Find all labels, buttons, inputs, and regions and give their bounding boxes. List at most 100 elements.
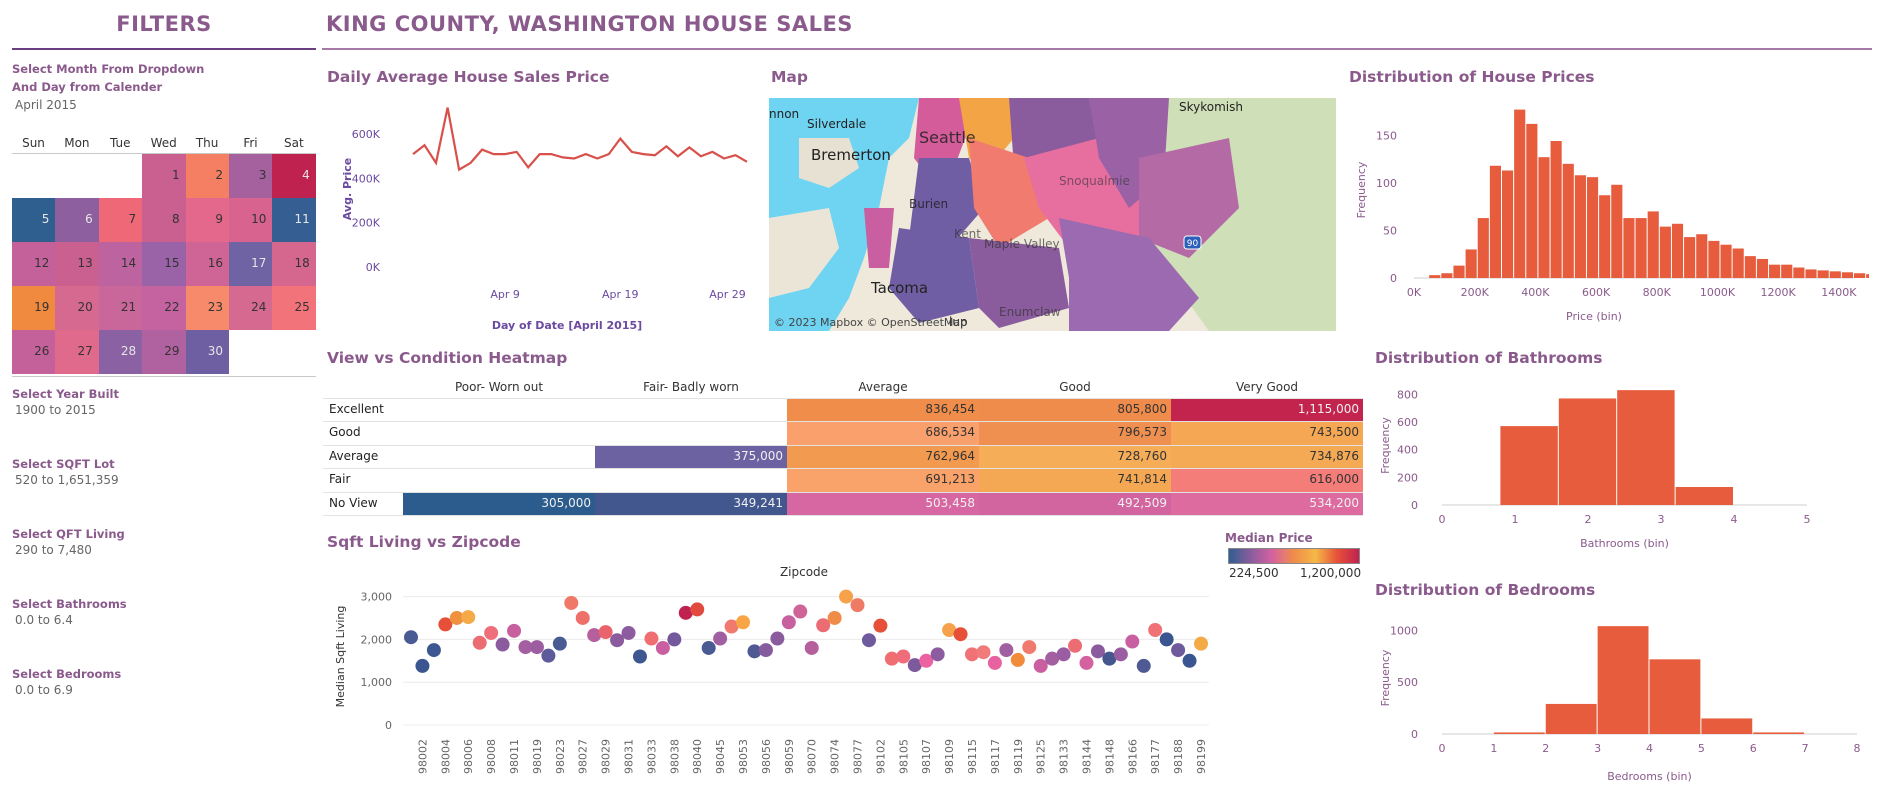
zip-point-98055[interactable] bbox=[747, 644, 762, 659]
zip-point-98074[interactable] bbox=[827, 610, 842, 625]
calendar-day-10[interactable]: 10 bbox=[229, 198, 273, 242]
zip-point-98023[interactable] bbox=[552, 636, 567, 651]
zip-point-98102[interactable] bbox=[873, 618, 888, 633]
zip-point-98146[interactable] bbox=[1090, 644, 1105, 659]
zip-point-98002[interactable] bbox=[415, 658, 430, 673]
zip-point-98168[interactable] bbox=[1136, 658, 1151, 673]
zip-point-98125[interactable] bbox=[1033, 658, 1048, 673]
zip-point-98075[interactable] bbox=[839, 589, 854, 604]
heatmap-cell[interactable]: 691,213 bbox=[787, 468, 979, 492]
calendar-day-7[interactable]: 7 bbox=[98, 198, 143, 242]
bedrooms-value[interactable]: 0.0 to 6.9 bbox=[15, 683, 73, 697]
zip-point-98065[interactable] bbox=[793, 604, 808, 619]
king-county-map[interactable]: Skykomish Silverdale Bremerton Seattle B… bbox=[769, 98, 1336, 331]
zip-point-98010[interactable] bbox=[495, 637, 510, 652]
zip-point-98056[interactable] bbox=[758, 643, 773, 658]
calendar-day-3[interactable]: 3 bbox=[229, 154, 273, 198]
zip-point-98019[interactable] bbox=[529, 640, 544, 655]
calendar-day-19[interactable]: 19 bbox=[12, 286, 56, 330]
calendar-day-1[interactable]: 1 bbox=[142, 154, 186, 198]
zip-point-98122[interactable] bbox=[1022, 640, 1037, 655]
zip-point-98033[interactable] bbox=[644, 631, 659, 646]
zip-point-98003[interactable] bbox=[426, 643, 441, 658]
zip-point-98011[interactable] bbox=[507, 623, 522, 638]
bedrooms-filter[interactable]: Select Bedrooms 0.0 to 6.9 bbox=[12, 665, 121, 697]
calendar-day-15[interactable]: 15 bbox=[142, 242, 186, 286]
zip-point-98119[interactable] bbox=[1010, 652, 1025, 667]
zip-point-98053[interactable] bbox=[736, 615, 751, 630]
zip-point-98006[interactable] bbox=[461, 610, 476, 625]
heatmap-cell[interactable]: 805,800 bbox=[979, 398, 1171, 422]
zip-point-98042[interactable] bbox=[701, 640, 716, 655]
zip-point-98106[interactable] bbox=[907, 658, 922, 673]
zip-point-98040[interactable] bbox=[690, 602, 705, 617]
zip-point-98045[interactable] bbox=[713, 631, 728, 646]
heatmap-cell[interactable]: 534,200 bbox=[1171, 491, 1363, 515]
calendar-day-11[interactable]: 11 bbox=[272, 198, 316, 242]
zip-point-98024[interactable] bbox=[564, 595, 579, 610]
zip-point-98178[interactable] bbox=[1159, 632, 1174, 647]
zip-point-98115[interactable] bbox=[965, 647, 980, 662]
calendar-day-5[interactable]: 5 bbox=[12, 198, 56, 242]
zip-point-98070[interactable] bbox=[804, 640, 819, 655]
bathrooms-value[interactable]: 0.0 to 6.4 bbox=[15, 613, 73, 627]
calendar-day-27[interactable]: 27 bbox=[55, 330, 99, 374]
zip-point-98133[interactable] bbox=[1056, 647, 1071, 662]
zip-point-98031[interactable] bbox=[621, 625, 636, 640]
zip-point-98116[interactable] bbox=[976, 645, 991, 660]
calendar-day-28[interactable]: 28 bbox=[98, 330, 143, 374]
heatmap-cell[interactable]: 728,760 bbox=[979, 444, 1171, 469]
zip-point-98027[interactable] bbox=[575, 610, 590, 625]
heatmap-cell[interactable]: 734,876 bbox=[1171, 444, 1363, 469]
calendar-day-22[interactable]: 22 bbox=[142, 286, 186, 330]
zip-point-98117[interactable] bbox=[987, 655, 1002, 670]
heatmap-cell[interactable]: 503,458 bbox=[787, 491, 979, 515]
zip-point-98199[interactable] bbox=[1194, 636, 1208, 651]
calendar-day-20[interactable]: 20 bbox=[55, 286, 99, 330]
zip-point-98136[interactable] bbox=[1068, 638, 1083, 653]
zip-point-98028[interactable] bbox=[587, 628, 602, 643]
heatmap-cell[interactable]: 1,115,000 bbox=[1171, 398, 1363, 422]
zip-point-98005[interactable] bbox=[449, 610, 464, 625]
calendar-day-16[interactable]: 16 bbox=[185, 242, 229, 286]
heatmap-cell[interactable]: 492,509 bbox=[979, 491, 1171, 515]
heatmap-cell[interactable]: 305,000 bbox=[403, 491, 595, 515]
zip-point-98077[interactable] bbox=[850, 598, 865, 613]
heatmap-cell[interactable]: 686,534 bbox=[787, 421, 979, 445]
zip-point-98107[interactable] bbox=[919, 653, 934, 668]
calendar-day-24[interactable]: 24 bbox=[229, 286, 273, 330]
bathrooms-filter[interactable]: Select Bathrooms 0.0 to 6.4 bbox=[12, 595, 127, 627]
calendar-day-26[interactable]: 26 bbox=[12, 330, 56, 374]
zip-point-98038[interactable] bbox=[667, 632, 682, 647]
calendar-day-14[interactable]: 14 bbox=[98, 242, 143, 286]
heatmap-cell[interactable]: 741,814 bbox=[979, 468, 1171, 492]
zip-point-98030[interactable] bbox=[610, 633, 625, 648]
zip-point-98022[interactable] bbox=[541, 648, 556, 663]
heatmap-cell[interactable]: 796,573 bbox=[979, 421, 1171, 445]
calendar-day-18[interactable]: 18 bbox=[272, 242, 316, 286]
zip-point-98188[interactable] bbox=[1171, 643, 1186, 658]
calendar-day-25[interactable]: 25 bbox=[272, 286, 316, 330]
heatmap-cell[interactable]: 743,500 bbox=[1171, 421, 1363, 445]
zip-point-98108[interactable] bbox=[930, 647, 945, 662]
zip-point-98109[interactable] bbox=[942, 622, 957, 637]
year-built-filter[interactable]: Select Year Built 1900 to 2015 bbox=[12, 385, 119, 417]
zip-point-98105[interactable] bbox=[896, 649, 911, 664]
heatmap-cell[interactable]: 616,000 bbox=[1171, 468, 1363, 492]
zip-point-98126[interactable] bbox=[1045, 651, 1060, 666]
zip-point-98058[interactable] bbox=[770, 631, 785, 646]
zip-point-98144[interactable] bbox=[1079, 655, 1094, 670]
calendar-day-8[interactable]: 8 bbox=[142, 198, 186, 242]
zip-point-98008[interactable] bbox=[484, 625, 499, 640]
zip-point-98166[interactable] bbox=[1125, 634, 1140, 649]
calendar-day-17[interactable]: 17 bbox=[229, 242, 273, 286]
zip-point-98052[interactable] bbox=[724, 619, 739, 634]
zip-point-98092[interactable] bbox=[861, 633, 876, 648]
zip-point-98177[interactable] bbox=[1148, 622, 1163, 637]
zip-point-98103[interactable] bbox=[884, 651, 899, 666]
calendar-day-30[interactable]: 30 bbox=[185, 330, 229, 374]
heatmap-cell[interactable]: 349,241 bbox=[595, 491, 787, 515]
calendar-day-9[interactable]: 9 bbox=[185, 198, 229, 242]
calendar-day-29[interactable]: 29 bbox=[142, 330, 186, 374]
zip-point-98072[interactable] bbox=[816, 618, 831, 633]
